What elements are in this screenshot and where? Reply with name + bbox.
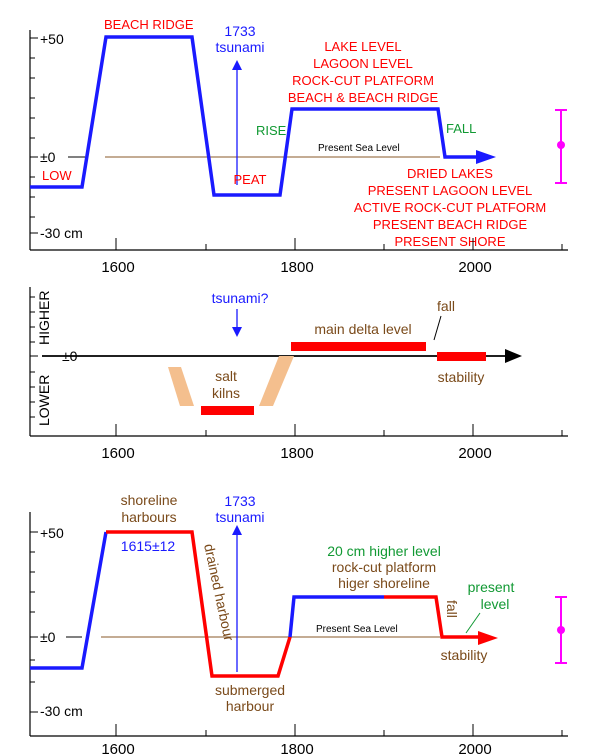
bot-x-label-1600: 1600 <box>101 741 134 756</box>
mid-fall-pointer <box>433 315 442 341</box>
top-upper-label-stack: LAKE LEVEL LAGOON LEVEL ROCK-CUT PLATFOR… <box>288 39 439 105</box>
mid-higher-label: HIGHER <box>36 291 52 345</box>
top-lagoon-level: LAGOON LEVEL <box>313 56 413 71</box>
top-x-label-2000: 2000 <box>458 259 491 276</box>
top-active-rock-cut-platform: ACTIVE ROCK-CUT PLATFORM <box>354 200 546 215</box>
bot-curve-red-late <box>384 595 480 639</box>
top-lake-level: LAKE LEVEL <box>324 39 401 54</box>
bot-y-label-plus50: +50 <box>40 525 64 541</box>
top-present-lagoon-level: PRESENT LAGOON LEVEL <box>368 183 533 198</box>
bot-higher-shoreline-label: higer shoreline <box>338 575 430 591</box>
mid-kiln-left-side <box>168 367 194 406</box>
bot-error-bar-dot <box>557 626 565 634</box>
top-y-label-zero: ±0 <box>40 149 56 165</box>
mid-x-label-2000: 2000 <box>458 445 491 462</box>
mid-main-delta-label: main delta level <box>314 321 411 337</box>
top-error-bar-dot <box>557 141 565 149</box>
top-y-label-plus50: +50 <box>40 31 64 47</box>
panel-top: +50 ±0 -30 cm Present Sea Level LOW BEAC… <box>29 17 568 276</box>
top-beach-ridge-label: BEACH RIDGE <box>104 17 194 32</box>
bot-date-label: 1615±12 <box>121 538 176 554</box>
bot-harbour-label: harbour <box>226 698 275 714</box>
panel-bottom: +50 ±0 -30 cm Present Sea Level shorelin… <box>29 492 568 756</box>
bot-tsunami-word: tsunami <box>215 509 264 525</box>
top-dried-lakes: DRIED LAKES <box>407 166 493 181</box>
bot-y-ticks <box>30 531 38 713</box>
top-y-label-minus30: -30 cm <box>40 225 83 241</box>
bot-present-label: present <box>468 579 515 595</box>
bot-present-sea-level-label: Present Sea Level <box>316 624 398 635</box>
top-present-shore: PRESENT SHORE <box>394 234 505 249</box>
bot-fall-label: fall <box>444 600 460 618</box>
top-fall-label: FALL <box>446 121 476 136</box>
mid-y-ticks <box>30 296 38 418</box>
top-lower-label-stack: DRIED LAKES PRESENT LAGOON LEVEL ACTIVE … <box>354 166 546 249</box>
bot-tsunami-year: 1733 <box>224 493 255 509</box>
top-tsunami-word: tsunami <box>215 39 264 55</box>
mid-stability-label: stability <box>438 369 485 385</box>
mid-stability-bar <box>437 352 486 361</box>
bot-stability-label: stability <box>441 647 488 663</box>
mid-salt-label: salt <box>215 368 237 384</box>
mid-x-ticks <box>115 424 563 436</box>
bot-higher-level-label: 20 cm higher level <box>327 543 441 559</box>
bot-x-ticks <box>115 724 563 736</box>
top-curve-arrowhead <box>476 150 496 164</box>
bot-curve-red-harbours <box>106 530 292 678</box>
top-present-sea-level-label: Present Sea Level <box>318 143 400 154</box>
bot-curve-blue-rise <box>288 595 384 638</box>
top-peat-label: PEAT <box>234 172 267 187</box>
top-sea-level-curve <box>30 35 480 197</box>
bot-y-label-minus30: -30 cm <box>40 703 83 719</box>
bot-present-pointer <box>465 612 481 634</box>
bot-y-label-zero: ±0 <box>40 629 56 645</box>
top-rise-label: RISE <box>256 123 287 138</box>
bot-level-label: level <box>481 596 510 612</box>
top-tsunami-year: 1733 <box>224 23 255 39</box>
mid-kilns-label: kilns <box>212 385 240 401</box>
panel-middle: HIGHER LOWER ±0 tsunami? main delta leve… <box>29 287 568 462</box>
mid-fall-label: fall <box>437 298 455 314</box>
bot-rock-cut-label: rock-cut platform <box>332 559 436 575</box>
top-rock-cut-platform: ROCK-CUT PLATFORM <box>292 73 434 88</box>
mid-x-label-1600: 1600 <box>101 445 134 462</box>
bot-x-label-2000: 2000 <box>458 741 491 756</box>
top-present-beach-ridge: PRESENT BEACH RIDGE <box>373 217 528 232</box>
bot-harbours-label: harbours <box>121 509 176 525</box>
mid-kiln-right-side <box>259 356 294 406</box>
mid-lower-label: LOWER <box>36 375 52 426</box>
top-y-ticks <box>30 37 38 234</box>
bot-shoreline-label: shoreline <box>121 492 178 508</box>
bot-curve-arrowhead <box>478 631 498 645</box>
bot-submerged-label: submerged <box>215 682 285 698</box>
mid-salt-kilns-bar <box>201 406 254 415</box>
top-x-label-1800: 1800 <box>280 259 313 276</box>
bot-x-label-1800: 1800 <box>280 741 313 756</box>
top-beach-and-ridge: BEACH & BEACH RIDGE <box>288 90 439 105</box>
bot-curve-blue-early <box>30 531 108 670</box>
top-low-label: LOW <box>42 168 72 183</box>
top-x-label-1600: 1600 <box>101 259 134 276</box>
mid-x-label-1800: 1800 <box>280 445 313 462</box>
mid-baseline-arrowhead <box>505 349 522 363</box>
mid-main-delta-bar <box>291 342 426 351</box>
mid-tsunami-label: tsunami? <box>212 290 269 306</box>
top-x-ticks <box>115 238 563 250</box>
